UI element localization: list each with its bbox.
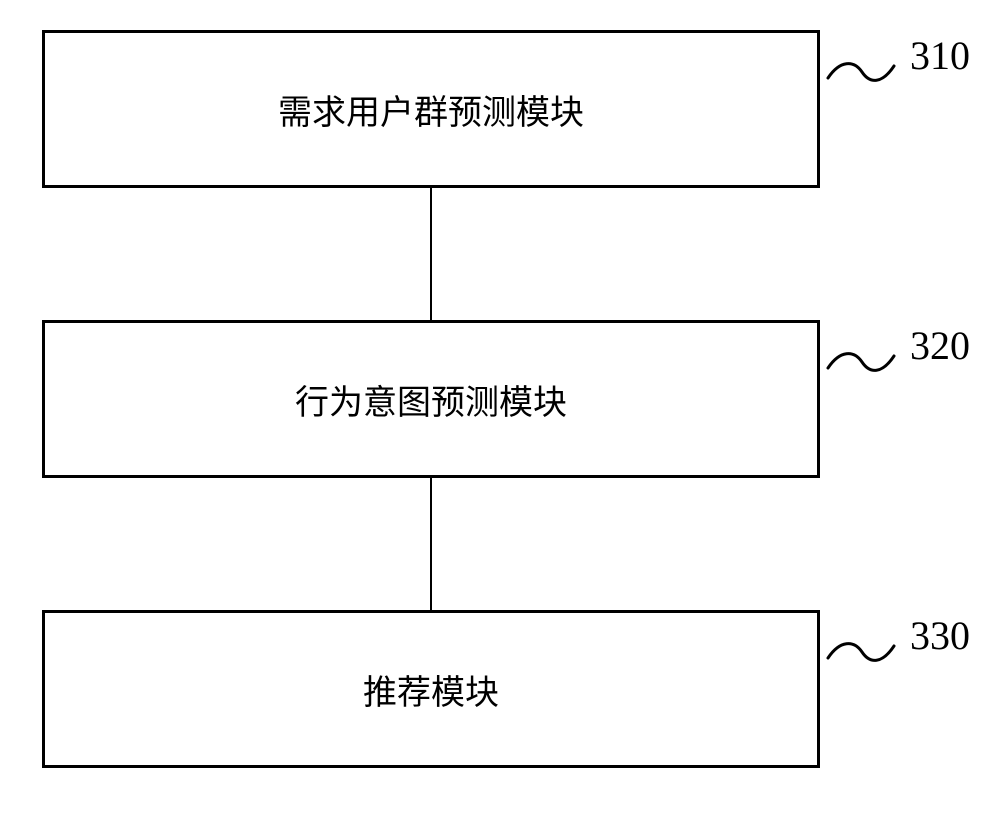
node-label: 需求用户群预测模块 [278,85,584,134]
diagram-canvas: 需求用户群预测模块 行为意图预测模块 推荐模块 310 320 330 [0,0,1000,827]
node-demand-user-group-prediction: 需求用户群预测模块 [42,30,820,188]
node-recommendation: 推荐模块 [42,610,820,768]
edge-320-to-330 [430,478,432,610]
edge-310-to-320 [430,188,432,320]
node-label: 推荐模块 [363,665,499,714]
tilde-connector-icon [826,638,896,666]
reference-label-320: 320 [910,322,970,369]
reference-label-330: 330 [910,612,970,659]
node-behavior-intent-prediction: 行为意图预测模块 [42,320,820,478]
reference-label-310: 310 [910,32,970,79]
tilde-connector-icon [826,58,896,86]
tilde-connector-icon [826,348,896,376]
node-label: 行为意图预测模块 [295,375,567,424]
